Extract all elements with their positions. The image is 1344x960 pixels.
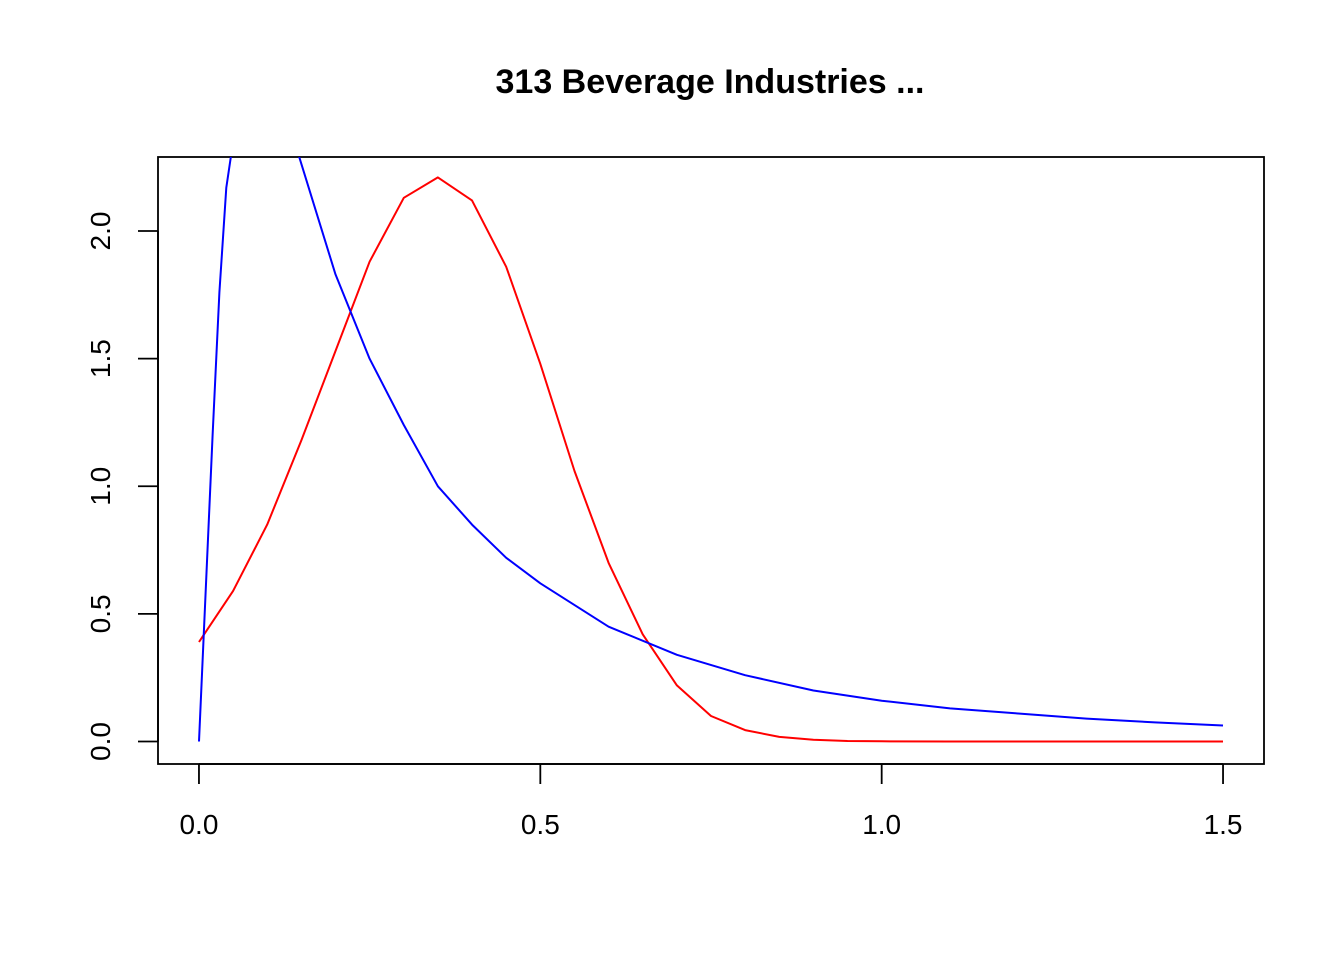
series-line-1 xyxy=(198,176,1223,743)
x-tick-label: 1.0 xyxy=(862,809,901,840)
x-tick-label: 0.0 xyxy=(179,809,218,840)
x-axis: 0.0 0.5 1.0 1.5 xyxy=(179,763,1243,840)
x-tick-label: 1.5 xyxy=(1204,809,1243,840)
y-tick-label: 1.5 xyxy=(85,339,116,378)
plot-frame xyxy=(157,156,1265,765)
y-tick-label: 0.5 xyxy=(85,594,116,633)
x-tick-label: 0.5 xyxy=(521,809,560,840)
series-layer xyxy=(198,157,1224,743)
series-line-2 xyxy=(198,157,1224,742)
y-tick-label: 0.0 xyxy=(85,722,116,761)
y-axis: 0.0 0.5 1.0 1.5 2.0 xyxy=(85,212,159,761)
y-tick-label: 1.0 xyxy=(85,467,116,506)
y-tick-label: 2.0 xyxy=(85,212,116,251)
chart-title: 313 Beverage Industries ... xyxy=(496,63,925,101)
